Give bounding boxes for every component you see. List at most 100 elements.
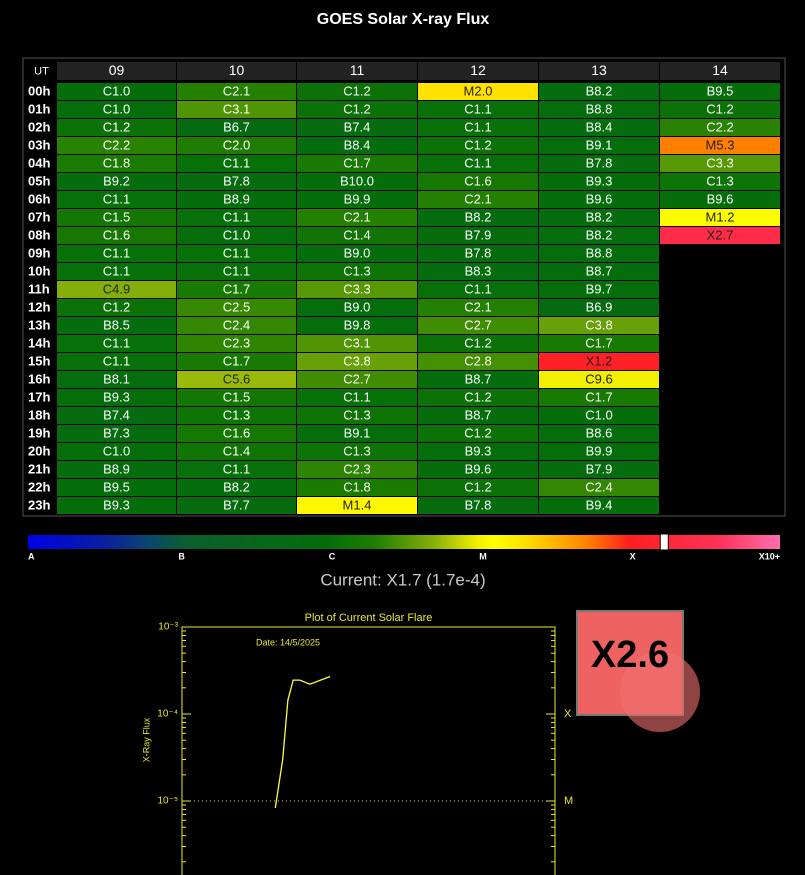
flux-cell bbox=[177, 155, 296, 172]
flux-cell bbox=[418, 209, 538, 226]
flux-value: B7.8 bbox=[465, 497, 492, 512]
flux-cell bbox=[177, 299, 296, 316]
flux-cell bbox=[297, 299, 417, 316]
flux-cell bbox=[57, 443, 176, 460]
flux-cell bbox=[660, 137, 780, 154]
flux-value: B8.9 bbox=[223, 191, 250, 206]
flux-value: C1.7 bbox=[585, 335, 612, 350]
flux-value: B7.4 bbox=[344, 119, 371, 134]
flux-cell bbox=[539, 317, 659, 334]
flux-cell bbox=[297, 191, 417, 208]
y-tick-label: 10⁻⁵ bbox=[157, 796, 178, 807]
colorbar-label: X10+ bbox=[759, 551, 780, 561]
flux-cell bbox=[418, 281, 538, 298]
flux-cell bbox=[177, 371, 296, 388]
flux-cell bbox=[418, 299, 538, 316]
flux-value: X1.2 bbox=[586, 353, 613, 368]
flux-cell bbox=[57, 263, 176, 280]
flux-cell bbox=[418, 191, 538, 208]
flux-value: C3.1 bbox=[343, 335, 370, 350]
flux-cell bbox=[539, 335, 659, 352]
flux-value: B9.1 bbox=[344, 425, 371, 440]
flux-value: B6.7 bbox=[223, 119, 250, 134]
flux-cell bbox=[177, 281, 296, 298]
plot-date: Date: 14/5/2025 bbox=[256, 637, 320, 647]
flux-value: M1.2 bbox=[706, 209, 735, 224]
flux-value: B8.2 bbox=[586, 227, 613, 242]
flux-cell bbox=[297, 137, 417, 154]
flux-value: C1.3 bbox=[343, 407, 370, 422]
flux-cell bbox=[57, 101, 176, 118]
row-label: 05h bbox=[28, 173, 50, 188]
flux-value: C1.2 bbox=[464, 479, 491, 494]
row-label: 16h bbox=[28, 371, 50, 386]
flux-value: C1.0 bbox=[223, 227, 250, 242]
flux-value: C1.2 bbox=[103, 119, 130, 134]
flux-cell bbox=[418, 173, 538, 190]
flux-value: C1.6 bbox=[223, 425, 250, 440]
flux-value: B9.3 bbox=[465, 443, 492, 458]
flux-cell bbox=[418, 227, 538, 244]
row-label: 20h bbox=[28, 443, 50, 458]
flux-value: X2.7 bbox=[707, 227, 734, 242]
flux-cell bbox=[57, 479, 176, 496]
badge-label: X2.6 bbox=[591, 634, 669, 676]
flux-value: C2.3 bbox=[223, 335, 250, 350]
row-label: 17h bbox=[28, 389, 50, 404]
flux-cell bbox=[57, 353, 176, 370]
flux-value: B9.8 bbox=[344, 317, 371, 332]
flux-value: C1.1 bbox=[464, 101, 491, 116]
flux-value: B8.4 bbox=[586, 119, 613, 134]
flux-value: C1.0 bbox=[103, 443, 130, 458]
flux-value: B8.9 bbox=[103, 461, 130, 476]
flux-value: C1.2 bbox=[706, 101, 733, 116]
column-header: 13 bbox=[591, 62, 607, 78]
flux-table: UT 09 10 11 12 13 14 00h C1.0 C2.1 C1.2 M2.0 B8.2 B9.… bbox=[27, 62, 780, 514]
flux-value: C2.4 bbox=[585, 479, 612, 494]
flux-value: B7.8 bbox=[465, 245, 492, 260]
flux-cell bbox=[539, 353, 659, 370]
flux-cell bbox=[297, 101, 417, 118]
flux-value: C1.1 bbox=[223, 245, 250, 260]
flux-value: B7.7 bbox=[223, 497, 250, 512]
flux-cell bbox=[177, 497, 296, 514]
flux-value: B7.4 bbox=[103, 407, 130, 422]
flux-value: C2.4 bbox=[223, 317, 250, 332]
row-label: 02h bbox=[28, 119, 50, 134]
flux-cell bbox=[539, 497, 659, 514]
flux-value: C3.8 bbox=[343, 353, 370, 368]
flux-value: B9.6 bbox=[707, 191, 734, 206]
plot-frame bbox=[181, 626, 556, 875]
flux-cell bbox=[539, 281, 659, 298]
flux-value: C1.7 bbox=[223, 353, 250, 368]
flux-value: C1.6 bbox=[464, 173, 491, 188]
flux-cell bbox=[660, 191, 780, 208]
flux-cell bbox=[539, 227, 659, 244]
flux-value: C1.2 bbox=[464, 389, 491, 404]
flux-cell bbox=[57, 497, 176, 514]
flux-value: C1.2 bbox=[464, 425, 491, 440]
flux-value: C1.2 bbox=[343, 101, 370, 116]
flux-cell bbox=[539, 389, 659, 406]
flux-cell bbox=[418, 83, 538, 100]
row-label: 08h bbox=[28, 227, 50, 242]
flux-cell bbox=[177, 245, 296, 262]
flux-cell bbox=[297, 443, 417, 460]
flux-value: C1.1 bbox=[103, 263, 130, 278]
row-label: 18h bbox=[28, 407, 50, 422]
flux-value: C1.7 bbox=[223, 281, 250, 296]
flux-cell bbox=[297, 263, 417, 280]
flux-cell bbox=[57, 119, 176, 136]
row-label: 04h bbox=[28, 155, 50, 170]
flux-cell bbox=[539, 461, 659, 478]
page-title: GOES Solar X-ray Flux bbox=[317, 11, 490, 28]
flux-cell bbox=[57, 245, 176, 262]
flux-cell bbox=[297, 461, 417, 478]
flux-cell bbox=[539, 209, 659, 226]
flux-cell bbox=[297, 83, 417, 100]
badge-decoration bbox=[620, 652, 700, 732]
flux-value: C1.6 bbox=[103, 227, 130, 242]
flux-cell bbox=[177, 263, 296, 280]
